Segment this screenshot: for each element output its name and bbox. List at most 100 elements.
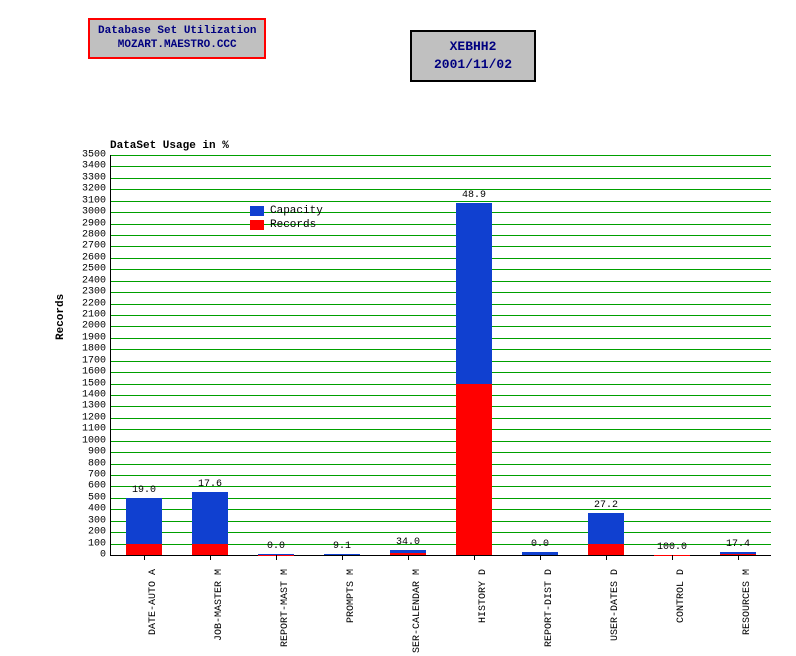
x-tick <box>144 555 145 560</box>
y-tick: 1400 <box>66 390 106 401</box>
x-tick <box>672 555 673 560</box>
y-tick: 600 <box>66 481 106 492</box>
bar-value-label: 27.2 <box>594 500 618 511</box>
run-date: 2001/11/02 <box>434 56 512 74</box>
bar-group <box>192 492 228 555</box>
grid-line <box>111 338 771 339</box>
bar-group <box>126 498 162 555</box>
grid-line <box>111 246 771 247</box>
y-tick: 3300 <box>66 172 106 183</box>
grid-line <box>111 269 771 270</box>
y-tick: 2200 <box>66 298 106 309</box>
grid-line <box>111 281 771 282</box>
y-tick: 3200 <box>66 184 106 195</box>
bar-value-label: 100.0 <box>657 542 687 553</box>
y-tick: 2900 <box>66 218 106 229</box>
legend-label-records: Records <box>270 219 316 231</box>
grid-line <box>111 452 771 453</box>
grid-line <box>111 372 771 373</box>
grid-line <box>111 429 771 430</box>
x-tick <box>474 555 475 560</box>
grid-line <box>111 441 771 442</box>
y-tick: 2700 <box>66 241 106 252</box>
grid-line <box>111 201 771 202</box>
y-tick: 300 <box>66 515 106 526</box>
grid-line <box>111 475 771 476</box>
y-tick: 2800 <box>66 230 106 241</box>
y-tick: 400 <box>66 504 106 515</box>
grid-line <box>111 189 771 190</box>
y-tick: 0 <box>66 550 106 561</box>
bar-value-label: 48.9 <box>462 190 486 201</box>
y-tick: 900 <box>66 447 106 458</box>
x-tick-label: CONTROL D <box>676 569 687 623</box>
grid-line <box>111 166 771 167</box>
x-tick-label: RESOURCES M <box>742 569 753 635</box>
x-tick-label: USER-DATES D <box>610 569 621 641</box>
grid-line <box>111 292 771 293</box>
legend-swatch-capacity <box>250 206 264 216</box>
x-tick <box>738 555 739 560</box>
bar-value-label: 0.0 <box>531 539 549 550</box>
y-tick: 1900 <box>66 332 106 343</box>
bar-value-label: 19.0 <box>132 485 156 496</box>
x-tick-label: HISTORY D <box>478 569 489 623</box>
x-tick-label: REPORT-MAST M <box>280 569 291 647</box>
y-tick: 1700 <box>66 355 106 366</box>
grid-line <box>111 395 771 396</box>
grid-line <box>111 315 771 316</box>
x-tick-label: PROMPTS M <box>346 569 357 623</box>
bar-value-label: 0.0 <box>267 541 285 552</box>
x-tick-label: JOB-MASTER M <box>214 569 225 641</box>
y-tick: 500 <box>66 492 106 503</box>
grid-line <box>111 384 771 385</box>
y-tick: 3400 <box>66 161 106 172</box>
x-tick <box>210 555 211 560</box>
bar-group <box>588 513 624 555</box>
grid-line <box>111 361 771 362</box>
bar-value-label: 9.1 <box>333 541 351 552</box>
plot-region: 19.0DATE-AUTO A17.6JOB-MASTER M0.0REPORT… <box>110 155 771 556</box>
y-tick: 2500 <box>66 264 106 275</box>
y-tick: 3500 <box>66 150 106 161</box>
run-id: XEBHH2 <box>434 38 512 56</box>
y-tick: 1500 <box>66 378 106 389</box>
x-tick-label: SER-CALENDAR M <box>412 569 423 653</box>
y-tick: 1000 <box>66 435 106 446</box>
bar-records <box>126 544 162 555</box>
y-tick: 2300 <box>66 287 106 298</box>
legend-label-capacity: Capacity <box>270 205 323 217</box>
x-tick <box>606 555 607 560</box>
y-tick: 200 <box>66 527 106 538</box>
x-tick <box>408 555 409 560</box>
legend-item-records: Records <box>250 219 323 231</box>
grid-line <box>111 418 771 419</box>
y-tick: 3000 <box>66 207 106 218</box>
x-tick <box>342 555 343 560</box>
bar-records <box>456 384 492 555</box>
y-tick: 1300 <box>66 401 106 412</box>
bar-records <box>588 544 624 555</box>
grid-line <box>111 326 771 327</box>
y-tick: 1100 <box>66 424 106 435</box>
bar-value-label: 17.6 <box>198 479 222 490</box>
grid-line <box>111 155 771 156</box>
y-tick: 3100 <box>66 195 106 206</box>
y-tick: 1800 <box>66 344 106 355</box>
grid-line <box>111 406 771 407</box>
y-tick: 800 <box>66 458 106 469</box>
y-tick: 100 <box>66 538 106 549</box>
grid-line <box>111 258 771 259</box>
x-tick <box>540 555 541 560</box>
grid-line <box>111 464 771 465</box>
bar-records <box>192 544 228 555</box>
title-box: Database Set Utilization MOZART.MAESTRO.… <box>88 18 266 59</box>
y-tick: 700 <box>66 470 106 481</box>
legend-swatch-records <box>250 220 264 230</box>
x-tick <box>276 555 277 560</box>
y-tick: 1200 <box>66 412 106 423</box>
legend-item-capacity: Capacity <box>250 205 323 217</box>
grid-line <box>111 178 771 179</box>
x-tick-label: DATE-AUTO A <box>148 569 159 635</box>
y-tick: 1600 <box>66 367 106 378</box>
